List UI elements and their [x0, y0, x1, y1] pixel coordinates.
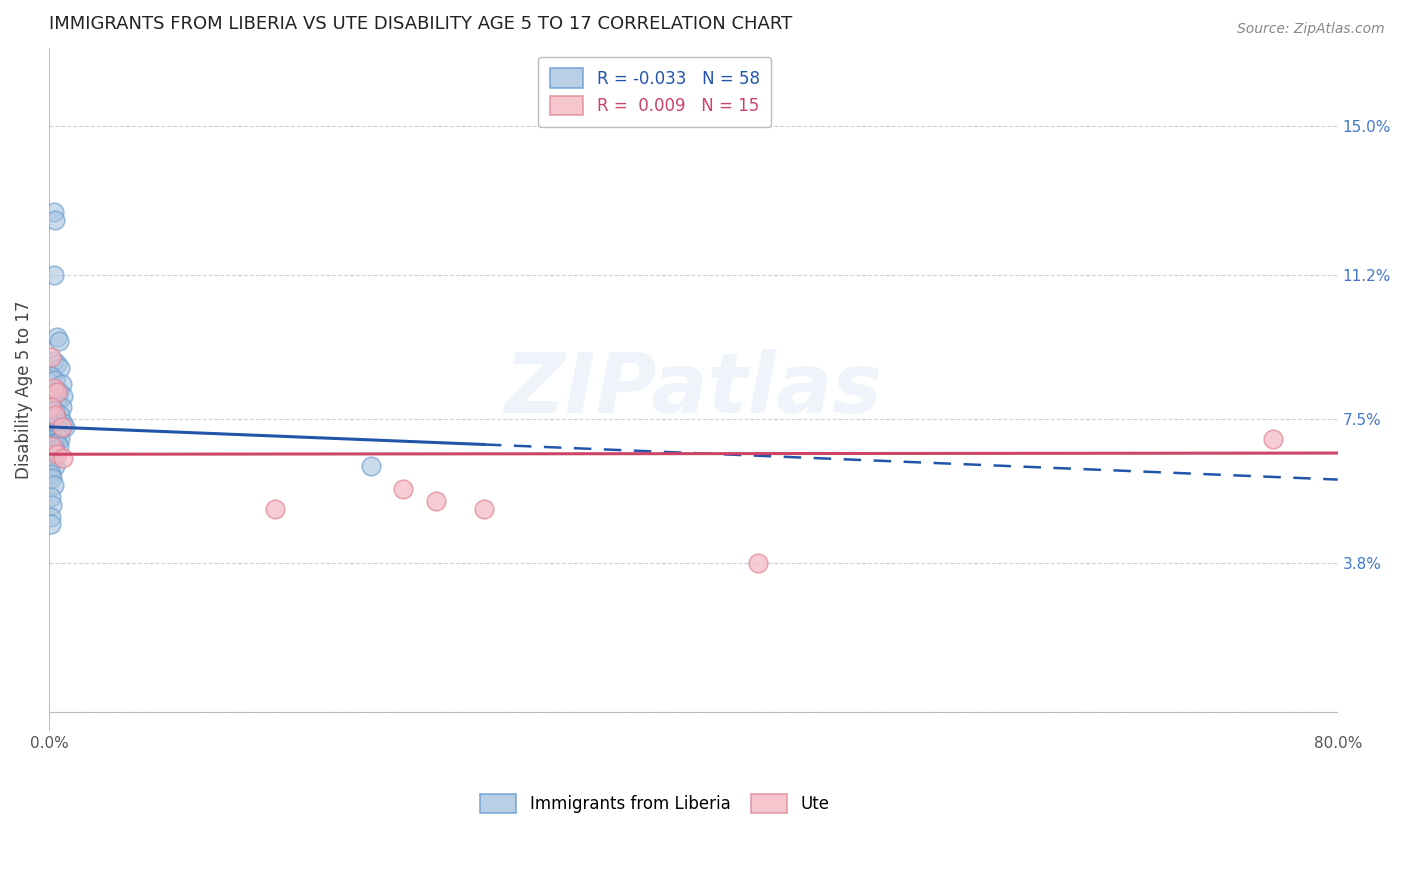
- Point: [44, 373, 66, 387]
- Point: [39, 490, 62, 504]
- Point: [44, 213, 66, 227]
- Point: [39, 517, 62, 532]
- Point: [39, 435, 62, 450]
- Point: [46, 435, 69, 450]
- Point: [39, 416, 62, 430]
- Point: [42, 205, 65, 219]
- Point: [41, 443, 63, 458]
- Point: [42, 439, 65, 453]
- Point: [41, 439, 63, 453]
- Legend: Immigrants from Liberia, Ute: Immigrants from Liberia, Ute: [470, 784, 839, 823]
- Point: [42, 420, 65, 434]
- Point: [360, 458, 382, 473]
- Point: [39, 447, 62, 461]
- Point: [48, 384, 70, 399]
- Point: [41, 412, 63, 426]
- Point: [44, 443, 66, 458]
- Point: [44, 408, 66, 422]
- Point: [52, 389, 75, 403]
- Point: [1263, 432, 1285, 446]
- Point: [42, 427, 65, 442]
- Point: [53, 420, 76, 434]
- Point: [51, 401, 73, 415]
- Point: [44, 424, 66, 438]
- Point: [51, 376, 73, 391]
- Point: [46, 447, 69, 461]
- Point: [52, 416, 75, 430]
- Point: [49, 432, 72, 446]
- Point: [52, 451, 75, 466]
- Point: [39, 350, 62, 364]
- Point: [42, 384, 65, 399]
- Point: [42, 353, 65, 368]
- Point: [51, 420, 73, 434]
- Point: [39, 369, 62, 384]
- Point: [39, 404, 62, 418]
- Text: Source: ZipAtlas.com: Source: ZipAtlas.com: [1237, 22, 1385, 37]
- Point: [41, 447, 63, 461]
- Point: [41, 392, 63, 407]
- Point: [44, 432, 66, 446]
- Point: [39, 439, 62, 453]
- Point: [42, 381, 65, 395]
- Point: [46, 358, 69, 372]
- Point: [46, 396, 69, 410]
- Point: [41, 470, 63, 484]
- Point: [39, 455, 62, 469]
- Point: [42, 435, 65, 450]
- Point: [39, 401, 62, 415]
- Text: IMMIGRANTS FROM LIBERIA VS UTE DISABILITY AGE 5 TO 17 CORRELATION CHART: IMMIGRANTS FROM LIBERIA VS UTE DISABILIT…: [49, 15, 792, 33]
- Point: [46, 330, 69, 344]
- Point: [41, 498, 63, 512]
- Point: [263, 501, 285, 516]
- Point: [42, 268, 65, 282]
- Point: [747, 557, 769, 571]
- Point: [48, 439, 70, 453]
- Point: [46, 384, 69, 399]
- Point: [39, 443, 62, 458]
- Point: [49, 424, 72, 438]
- Point: [41, 432, 63, 446]
- Point: [44, 458, 66, 473]
- Point: [49, 408, 72, 422]
- Point: [41, 424, 63, 438]
- Point: [392, 483, 415, 497]
- Point: [48, 420, 70, 434]
- Point: [39, 467, 62, 481]
- Point: [49, 361, 72, 376]
- Point: [39, 427, 62, 442]
- Point: [42, 447, 65, 461]
- Point: [46, 412, 69, 426]
- Point: [425, 494, 447, 508]
- Text: ZIPatlas: ZIPatlas: [505, 350, 883, 430]
- Point: [39, 509, 62, 524]
- Y-axis label: Disability Age 5 to 17: Disability Age 5 to 17: [15, 301, 32, 479]
- Point: [41, 455, 63, 469]
- Point: [42, 478, 65, 492]
- Point: [472, 501, 495, 516]
- Point: [44, 404, 66, 418]
- Point: [48, 334, 70, 348]
- Point: [46, 427, 69, 442]
